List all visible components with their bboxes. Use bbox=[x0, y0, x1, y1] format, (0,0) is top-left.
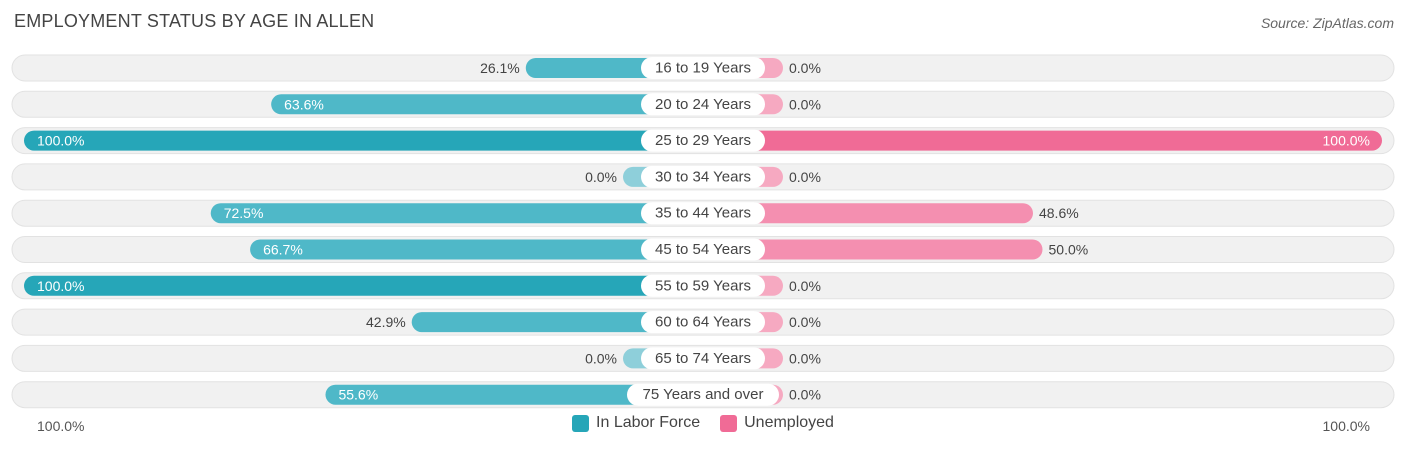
value-label-unemployed: 0.0% bbox=[789, 350, 821, 366]
bar-labor-force bbox=[24, 275, 703, 296]
value-label-unemployed: 0.0% bbox=[789, 169, 821, 185]
axis-left-label: 100.0% bbox=[37, 418, 85, 434]
category-label: 30 to 34 Years bbox=[655, 168, 751, 185]
value-label-labor-force: 42.9% bbox=[366, 314, 406, 330]
value-label-unemployed: 100.0% bbox=[1323, 133, 1370, 149]
value-label-labor-force: 63.6% bbox=[284, 96, 324, 112]
value-label-labor-force: 66.7% bbox=[263, 242, 303, 258]
category-label-pill bbox=[641, 57, 765, 79]
value-label-unemployed: 0.0% bbox=[789, 96, 821, 112]
legend-item-labor-force: In Labor Force bbox=[572, 414, 700, 432]
category-label-pill bbox=[641, 274, 765, 297]
value-label-unemployed: 48.6% bbox=[1039, 205, 1079, 221]
category-label: 20 to 24 Years bbox=[655, 96, 751, 113]
value-label-unemployed: 50.0% bbox=[1049, 242, 1089, 258]
category-label: 55 to 59 Years bbox=[655, 277, 751, 294]
category-label: 25 to 29 Years bbox=[655, 132, 751, 149]
legend-label-labor-force: In Labor Force bbox=[596, 414, 701, 431]
category-label: 35 to 44 Years bbox=[655, 205, 751, 222]
legend: In Labor Force Unemployed bbox=[0, 414, 1406, 432]
category-label-pill bbox=[627, 383, 779, 406]
value-label-labor-force: 0.0% bbox=[585, 350, 617, 366]
category-label-pill bbox=[641, 165, 765, 188]
category-label-pill bbox=[641, 202, 765, 225]
value-label-labor-force: 72.5% bbox=[224, 205, 264, 221]
bar-unemployed bbox=[703, 239, 1043, 260]
bar-labor-force bbox=[210, 203, 703, 224]
category-label: 65 to 74 Years bbox=[655, 350, 751, 367]
bar-labor-force bbox=[271, 94, 703, 115]
bar-unemployed bbox=[703, 203, 1033, 224]
chart-title: EMPLOYMENT STATUS BY AGE IN ALLEN bbox=[14, 11, 375, 31]
value-label-labor-force: 100.0% bbox=[37, 278, 84, 294]
diverging-bar-chart: 16 to 19 Years 26.1% 0.0% 20 to 24 Years 63.… bbox=[11, 54, 1395, 409]
legend-item-unemployed: Unemployed bbox=[720, 414, 834, 432]
category-label-pill bbox=[641, 93, 765, 116]
category-label: 60 to 64 Years bbox=[655, 314, 751, 331]
axis-right-label: 100.0% bbox=[1322, 418, 1370, 434]
category-label: 45 to 54 Years bbox=[655, 241, 751, 258]
bar-unemployed bbox=[703, 130, 1382, 151]
value-label-labor-force: 26.1% bbox=[480, 60, 520, 76]
category-label: 16 to 19 Years bbox=[655, 60, 751, 77]
legend-label-unemployed: Unemployed bbox=[744, 414, 834, 431]
bar-labor-force bbox=[24, 130, 703, 151]
legend-swatch-labor-force bbox=[572, 414, 590, 432]
value-label-unemployed: 0.0% bbox=[789, 387, 821, 403]
value-label-unemployed: 0.0% bbox=[789, 60, 821, 76]
category-label-pill bbox=[641, 238, 765, 261]
category-label-pill bbox=[641, 129, 765, 152]
source-credit: Source: ZipAtlas.com bbox=[1260, 15, 1394, 31]
value-label-labor-force: 0.0% bbox=[585, 169, 617, 185]
category-label-pill bbox=[641, 347, 765, 370]
value-label-unemployed: 0.0% bbox=[789, 314, 821, 330]
category-label: 75 Years and over bbox=[643, 386, 764, 403]
bar-labor-force bbox=[411, 312, 703, 333]
legend-swatch-unemployed bbox=[720, 414, 738, 432]
bar-labor-force bbox=[250, 239, 703, 260]
bar-labor-force bbox=[325, 384, 703, 405]
category-label-pill bbox=[641, 311, 765, 334]
value-label-labor-force: 100.0% bbox=[37, 133, 84, 149]
value-label-unemployed: 0.0% bbox=[789, 278, 821, 294]
value-label-labor-force: 55.6% bbox=[338, 387, 378, 403]
